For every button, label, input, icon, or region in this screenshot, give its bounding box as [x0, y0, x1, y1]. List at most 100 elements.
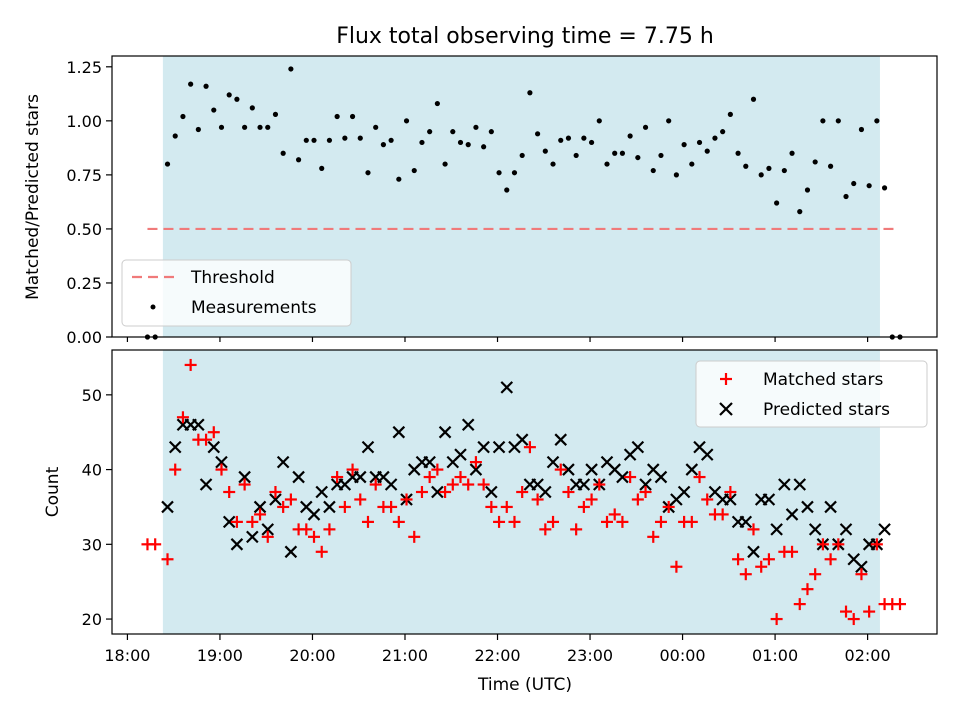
measurement-points: [144, 66, 903, 340]
measurement-point: [303, 137, 309, 143]
matched-star-point: [724, 486, 737, 498]
predicted-star-point: [793, 478, 807, 491]
matched-star-point: [207, 426, 220, 439]
top-legend-box: [121, 259, 352, 327]
predicted-star-point: [739, 515, 753, 529]
predicted-star-point: [361, 440, 375, 454]
predicted-star-point: [307, 508, 321, 521]
measurement-point: [766, 165, 772, 171]
measurement-point: [218, 124, 225, 130]
predicted-star-point: [839, 523, 853, 536]
y-tick-label: 1.25: [66, 58, 102, 77]
matched-star-point: [639, 486, 652, 498]
matched-star-point: [323, 523, 336, 536]
y-tick-label: 1.00: [66, 112, 102, 131]
matched-star-point: [809, 568, 822, 581]
predicted-star-point: [461, 418, 475, 432]
measurement-point: [434, 100, 440, 107]
predicted-star-point: [808, 523, 822, 536]
predicted-star-point: [215, 455, 228, 469]
x-tick-label: 23:00: [567, 646, 613, 665]
measurement-point: [550, 161, 556, 167]
x-tick-label: 00:00: [660, 646, 706, 665]
predicted-star-point: [855, 560, 868, 574]
matched-star-point: [284, 493, 297, 506]
matched-star-point: [608, 508, 621, 521]
measurement-point: [288, 66, 294, 72]
matched-star-point: [493, 515, 506, 528]
matched-star-point: [261, 530, 274, 543]
bottom-y-axis-label: Count: [43, 466, 63, 517]
matched-star-point: [631, 493, 644, 506]
measurement-point: [473, 124, 479, 130]
measurement-point: [442, 161, 448, 167]
measurement-point: [743, 163, 749, 169]
measurement-point: [403, 118, 410, 124]
matched-star-point: [601, 515, 613, 528]
matched-star-point: [338, 500, 351, 513]
matched-star-point: [361, 515, 374, 528]
top-panel: 0.00 0.25 0.50 0.75 1.00 1.25 Matched/Predict…: [23, 55, 938, 347]
measurement-point: [481, 144, 487, 150]
measurement-point: [797, 209, 803, 215]
measurement-point: [465, 142, 471, 148]
measurement-point: [349, 113, 356, 120]
matched-star-point: [431, 463, 444, 476]
top-y-ticks: 0.00 0.25 0.50 0.75 1.00 1.25: [66, 58, 112, 347]
legend-threshold-label: Threshold: [190, 268, 275, 288]
measurement-point: [527, 90, 533, 96]
measurement-point: [774, 200, 780, 206]
measurement-point: [835, 118, 841, 124]
predicted-star-point: [492, 440, 506, 454]
matched-star-point: [585, 493, 598, 506]
matched-star-point: [793, 598, 806, 611]
matched-star-point: [523, 441, 536, 454]
predicted-star-point: [878, 523, 891, 536]
matched-star-point: [392, 515, 405, 528]
matched-star-point: [246, 515, 259, 528]
matched-star-point: [739, 568, 752, 581]
measurement-point: [827, 163, 834, 169]
matched-star-point: [400, 493, 413, 506]
measurement-point: [396, 176, 402, 182]
matched-star-point: [230, 515, 243, 528]
chart-title: Flux total observing time = 7.75 h: [336, 24, 714, 49]
matched-star-point: [670, 560, 683, 573]
matched-star-point: [786, 545, 799, 558]
predicted-star-point: [785, 508, 799, 521]
matched-star-point: [616, 515, 629, 528]
y-tick-label: 0.00: [66, 328, 102, 347]
measurement-point: [635, 154, 641, 161]
x-tick-label: 02:00: [845, 646, 891, 665]
measurement-point: [658, 152, 664, 159]
matched-star-point: [824, 553, 837, 566]
measurement-point: [203, 83, 209, 89]
measurement-point: [242, 124, 248, 130]
predicted-star-point: [747, 545, 760, 559]
predicted-star-point: [585, 463, 598, 476]
predicted-star-point: [539, 485, 552, 499]
matched-star-point: [300, 523, 313, 536]
bottom-x-ticks: 18:00 19:00 20:00 21:00 22:00 23:00 00:00 01:00…: [104, 634, 891, 665]
predicted-star-point: [431, 485, 444, 499]
predicted-star-point: [246, 530, 259, 544]
measurement-point: [804, 187, 811, 193]
measurement-point: [357, 135, 363, 141]
matched-star-point: [200, 433, 213, 446]
matched-star-point: [369, 478, 382, 491]
measurement-point: [704, 148, 710, 154]
x-axis-label: Time (UTC): [477, 675, 572, 695]
matched-star-point: [408, 530, 421, 543]
predicted-star-point: [207, 440, 221, 454]
predicted-star-point: [269, 493, 282, 506]
matched-star-point: [847, 613, 860, 626]
matched-star-point: [654, 515, 667, 528]
x-tick-label: 22:00: [474, 646, 520, 665]
predicted-star-point: [515, 433, 529, 446]
measurement-point: [604, 161, 610, 167]
measurement-point: [843, 193, 849, 200]
measurement-point: [249, 105, 255, 111]
predicted-star-point: [315, 485, 328, 499]
predicted-star-point: [261, 523, 275, 536]
predicted-star-point: [762, 493, 776, 506]
